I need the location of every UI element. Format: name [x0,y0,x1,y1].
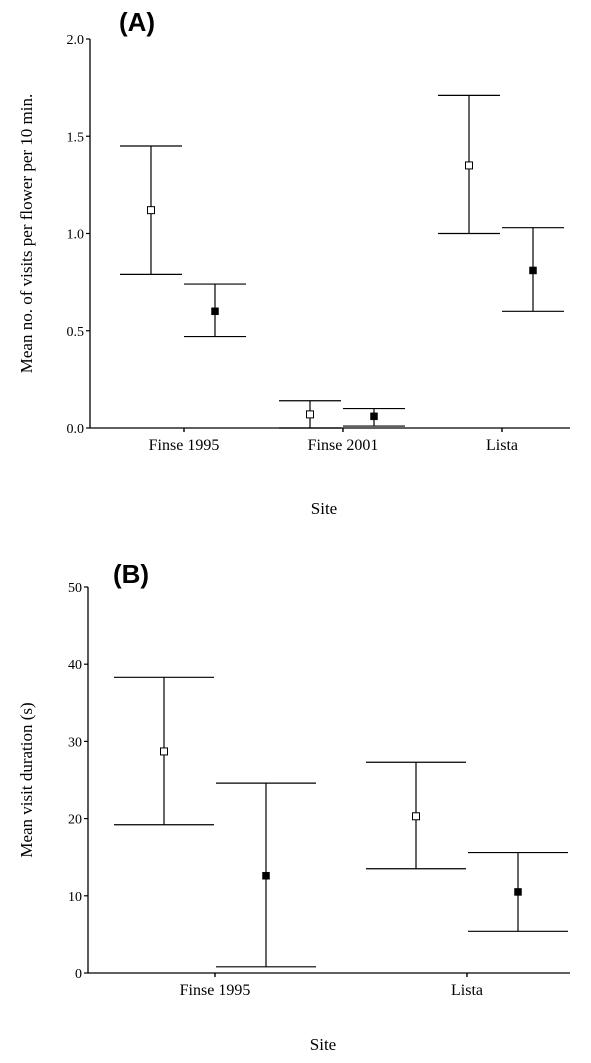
mean-point-open [306,410,314,419]
x-tick-label: Lista [451,982,483,999]
y-tick-label: 0.0 [67,422,85,437]
mean-point-filled [529,266,537,275]
y-tick-label: 0 [75,967,82,982]
mean-point-open [160,747,168,756]
y-tick-label: 1.0 [67,228,85,243]
y-tick-label: 50 [68,581,82,596]
mean-point-open [412,812,420,821]
y-tick-label: 20 [68,813,82,828]
panel-label: (A) [119,7,155,37]
y-tick-label: 0.5 [67,325,85,340]
y-axis-title: Mean no. of visits per flower per 10 min… [17,94,36,374]
panel-a-chart: 0.0 0.5 1.0 1.5 2.0 Finse 1995 Finse 2001 Lista… [17,7,570,518]
mean-point-open [147,206,155,215]
x-tick-label: Lista [486,437,518,454]
mean-point-open [465,161,473,170]
mean-point-filled [370,412,378,421]
panel-label: (B) [113,559,149,589]
y-tick-label: 1.5 [67,130,85,145]
y-tick-label: 30 [68,735,82,750]
mean-point-filled [262,871,270,880]
panel-b-chart: 0 10 20 30 40 50 Finse 1995 Lista (B) Site Mean vi… [17,559,570,1054]
mean-point-filled [514,888,522,896]
x-tick-label: Finse 2001 [308,437,379,454]
mean-point-filled [211,307,219,316]
y-tick-label: 10 [68,890,82,905]
x-axis-title: Site [311,499,337,518]
y-tick-label: 40 [68,658,82,673]
y-tick-label: 2.0 [67,33,85,48]
x-axis-title: Site [310,1035,336,1054]
x-tick-label: Finse 1995 [180,982,251,999]
x-tick-label: Finse 1995 [149,437,220,454]
y-axis-title: Mean visit duration (s) [17,702,36,857]
